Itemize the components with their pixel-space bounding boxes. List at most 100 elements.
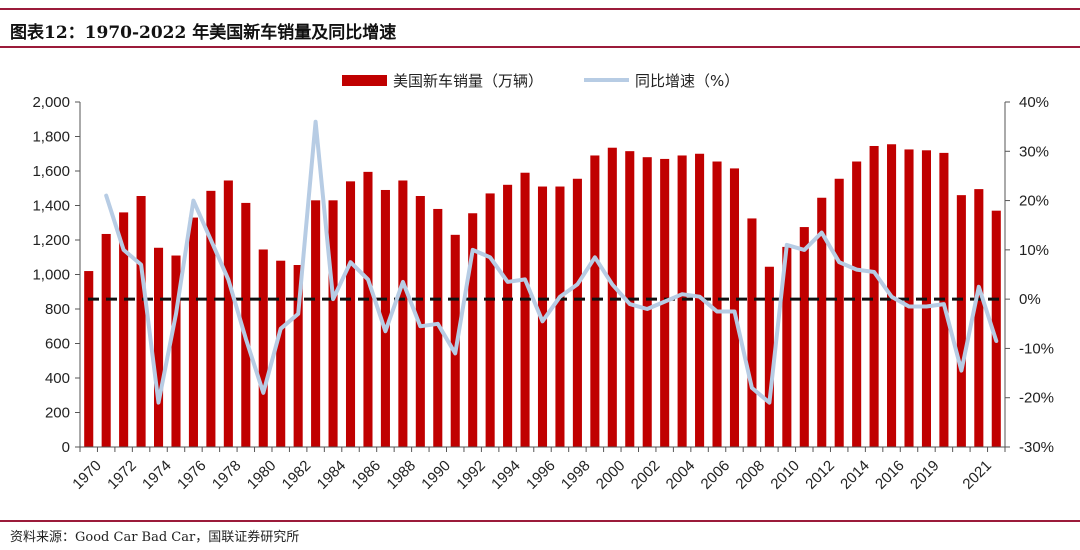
legend-label-growth: 同比增速（%） <box>635 72 739 90</box>
sales-bar <box>817 197 827 447</box>
right-tick-label: 20% <box>1019 193 1049 210</box>
sales-bar <box>276 260 286 447</box>
right-tick-label: 40% <box>1019 94 1049 111</box>
x-tick-label: 1990 <box>418 457 454 493</box>
x-tick-label: 2002 <box>628 457 664 493</box>
legend-swatch-sales <box>342 75 387 86</box>
sales-bar <box>852 161 862 447</box>
sales-bar <box>695 153 705 447</box>
left-tick-label: 800 <box>45 301 70 318</box>
sales-bar <box>590 155 600 447</box>
sales-bar <box>555 186 565 447</box>
sales-bar <box>258 249 268 447</box>
sales-bar <box>677 155 687 447</box>
sales-bar <box>974 189 984 448</box>
sales-bar <box>799 227 809 447</box>
x-tick-label: 2008 <box>733 457 769 493</box>
sales-bar <box>345 181 356 447</box>
x-tick-label: 1986 <box>349 457 385 493</box>
left-tick-label: 2,000 <box>32 94 70 111</box>
left-tick-label: 1,800 <box>32 129 70 146</box>
sales-bar <box>241 202 251 447</box>
sales-bar <box>607 147 617 447</box>
left-tick-label: 200 <box>45 405 70 422</box>
legend-label-sales: 美国新车销量（万辆） <box>393 72 543 90</box>
x-tick-label: 1970 <box>69 457 105 493</box>
x-tick-label: 1982 <box>279 457 315 493</box>
x-tick-label: 1972 <box>104 457 140 493</box>
sales-bar <box>503 184 513 448</box>
sales-bar <box>363 171 373 448</box>
sales-bar <box>311 200 321 447</box>
sales-bar <box>136 196 146 447</box>
sales-bar <box>712 161 722 447</box>
sales-bar <box>991 210 1001 447</box>
sales-bar <box>904 149 914 447</box>
x-tick-label: 1996 <box>523 457 559 493</box>
right-y-axis: -30% -20% -10% 0% 10% 20% 30% 40% <box>1004 94 1054 456</box>
sales-bar <box>729 168 740 447</box>
sales-bar <box>450 234 460 447</box>
x-tick-label: 2004 <box>663 457 699 493</box>
sales-bar <box>206 190 216 447</box>
sales-bar <box>520 172 530 447</box>
x-tick-label: 2012 <box>802 457 838 493</box>
left-tick-label: 1,000 <box>32 267 70 284</box>
left-tick-label: 400 <box>45 370 70 387</box>
sales-bar <box>223 180 233 448</box>
bottom-rule <box>0 520 1080 522</box>
sales-bar <box>747 218 757 447</box>
x-tick-label: 1998 <box>558 457 594 493</box>
top-rule <box>0 8 1080 10</box>
sales-bar <box>380 189 390 447</box>
left-tick-label: 1,400 <box>32 198 70 215</box>
sales-bar <box>642 157 652 447</box>
x-tick-label: 2006 <box>698 457 734 493</box>
right-tick-label: -30% <box>1019 439 1054 456</box>
sales-bar <box>398 180 408 448</box>
x-tick-label: 1988 <box>383 457 419 493</box>
sales-bar <box>869 145 879 448</box>
sales-bar <box>293 265 303 447</box>
left-tick-label: 1,200 <box>32 232 70 249</box>
x-tick-label: 2019 <box>907 457 943 493</box>
sales-bar <box>764 266 774 447</box>
x-tick-label: 1978 <box>209 457 245 493</box>
sales-bar <box>468 213 478 447</box>
right-tick-label: 10% <box>1019 242 1049 259</box>
sales-bar <box>171 255 181 447</box>
source-note: 资料来源：Good Car Bad Car，国联证券研究所 <box>10 530 300 545</box>
right-tick-label: 0% <box>1019 291 1041 308</box>
x-axis: 1970 1972 1974 1976 1978 1980 1982 1984 1986 1988… <box>69 446 1006 493</box>
left-tick-label: 600 <box>45 336 70 353</box>
left-tick-label: 1,600 <box>32 163 70 180</box>
sales-bar <box>154 247 164 447</box>
sales-bar <box>119 212 129 447</box>
sales-bar <box>328 200 338 447</box>
sales-bar <box>834 178 844 447</box>
sales-bar <box>84 271 94 447</box>
x-tick-label: 2016 <box>872 457 908 493</box>
sales-bar <box>572 178 582 447</box>
left-tick-label: 0 <box>62 439 70 456</box>
sales-bars <box>84 144 1001 448</box>
x-tick-label: 2021 <box>959 457 995 493</box>
sales-bar <box>956 195 966 447</box>
x-tick-label: 1992 <box>453 457 489 493</box>
figure-title: 图表12：1970-2022 年美国新车销量及同比增速 <box>10 23 397 43</box>
x-tick-label: 1974 <box>139 457 175 493</box>
x-tick-label: 2014 <box>837 457 873 493</box>
x-tick-label: 1994 <box>488 457 524 493</box>
growth-line <box>104 119 999 405</box>
sales-chart: 美国新车销量（万辆） 同比增速（%） 0 200 400 600 800 1,000 1,2… <box>32 72 1054 493</box>
sales-bar <box>188 217 198 447</box>
right-tick-label: 30% <box>1019 143 1049 160</box>
left-y-axis: 0 200 400 600 800 1,000 1,200 1,400 1,600 1,800 2,… <box>32 94 81 456</box>
x-tick-label: 1976 <box>174 457 210 493</box>
x-tick-label: 2010 <box>767 457 803 493</box>
sales-bar <box>101 233 111 447</box>
right-tick-label: -10% <box>1019 340 1054 357</box>
x-tick-label: 1984 <box>314 457 350 493</box>
right-tick-label: -20% <box>1019 390 1054 407</box>
sales-bar <box>433 208 443 447</box>
